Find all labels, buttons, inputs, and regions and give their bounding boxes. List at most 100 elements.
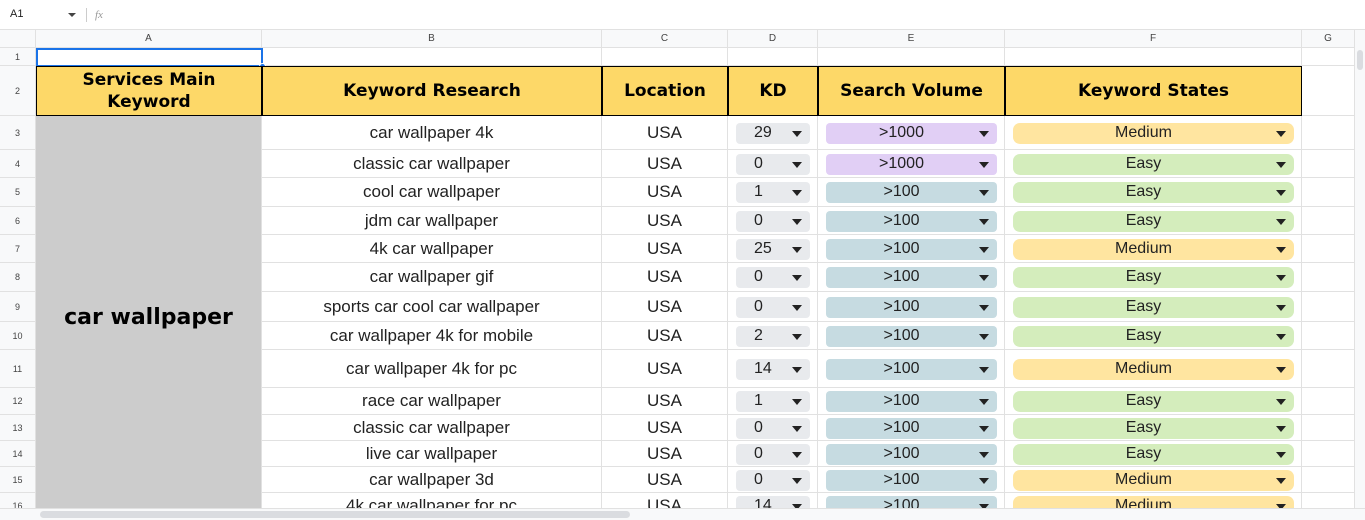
column-header[interactable]: F	[1005, 30, 1302, 48]
location-cell[interactable]: USA	[602, 350, 728, 388]
state-chip[interactable]: Easy	[1013, 443, 1294, 465]
row-header[interactable]: 13	[0, 415, 36, 441]
volume-chip[interactable]: >100	[826, 469, 997, 491]
cell[interactable]	[1302, 292, 1355, 322]
dropdown-arrow[interactable]	[979, 161, 989, 168]
row-header[interactable]: 4	[0, 150, 36, 178]
volume-chip[interactable]: >100	[826, 443, 997, 465]
volume-chip[interactable]: >100	[826, 182, 997, 203]
keyword-cell[interactable]: 4k car wallpaper for pc	[262, 493, 602, 508]
volume-chip[interactable]: >100	[826, 496, 997, 508]
row-header[interactable]: 6	[0, 207, 36, 235]
cell[interactable]	[728, 292, 818, 322]
kd-chip[interactable]: 1	[736, 182, 810, 203]
state-chip[interactable]: Easy	[1013, 296, 1294, 318]
cell[interactable]	[728, 493, 818, 508]
kd-chip[interactable]: 0	[736, 296, 810, 318]
dropdown-arrow[interactable]	[792, 246, 802, 253]
kd-chip[interactable]: 0	[736, 210, 810, 232]
cell[interactable]	[728, 48, 818, 66]
column-header[interactable]: D	[728, 30, 818, 48]
location-cell[interactable]: USA	[602, 493, 728, 508]
state-chip[interactable]: Medium	[1013, 238, 1294, 260]
volume-chip[interactable]: >100	[826, 210, 997, 232]
location-cell[interactable]: USA	[602, 388, 728, 415]
keyword-cell[interactable]: sports car cool car wallpaper	[262, 292, 602, 322]
dropdown-arrow[interactable]	[792, 366, 802, 373]
dropdown-arrow[interactable]	[1276, 246, 1286, 253]
cell[interactable]	[1302, 116, 1355, 150]
cell[interactable]	[818, 322, 1005, 350]
cell[interactable]	[818, 235, 1005, 263]
keyword-cell[interactable]: car wallpaper 4k for mobile	[262, 322, 602, 350]
dropdown-arrow[interactable]	[979, 304, 989, 311]
column-header[interactable]: G	[1302, 30, 1355, 48]
location-cell[interactable]: USA	[602, 116, 728, 150]
cell[interactable]	[818, 150, 1005, 178]
dropdown-arrow[interactable]	[792, 477, 802, 484]
keyword-cell[interactable]: car wallpaper 3d	[262, 467, 602, 493]
cell[interactable]	[818, 292, 1005, 322]
dropdown-arrow[interactable]	[792, 399, 802, 405]
cell[interactable]	[818, 178, 1005, 207]
state-chip[interactable]: Easy	[1013, 182, 1294, 203]
state-chip[interactable]: Easy	[1013, 153, 1294, 175]
kd-chip[interactable]: 2	[736, 325, 810, 347]
state-chip[interactable]: Easy	[1013, 325, 1294, 347]
state-chip[interactable]: Easy	[1013, 391, 1294, 412]
cell[interactable]	[818, 493, 1005, 508]
dropdown-arrow[interactable]	[979, 366, 989, 373]
dropdown-arrow[interactable]	[979, 504, 989, 508]
cell[interactable]	[1005, 235, 1302, 263]
location-cell[interactable]: USA	[602, 415, 728, 441]
header-cell[interactable]: Keyword Research	[262, 66, 602, 116]
name-box-arrow[interactable]	[68, 13, 76, 17]
dropdown-arrow[interactable]	[1276, 161, 1286, 168]
volume-chip[interactable]: >100	[826, 238, 997, 260]
dropdown-arrow[interactable]	[979, 451, 989, 458]
cell[interactable]	[728, 415, 818, 441]
location-cell[interactable]: USA	[602, 467, 728, 493]
dropdown-arrow[interactable]	[979, 333, 989, 340]
cell[interactable]	[818, 48, 1005, 66]
cell[interactable]	[728, 388, 818, 415]
row-header[interactable]: 11	[0, 350, 36, 388]
row-header[interactable]: 2	[0, 66, 36, 116]
h-scrollbar[interactable]	[0, 508, 1365, 520]
dropdown-arrow[interactable]	[1276, 275, 1286, 281]
dropdown-arrow[interactable]	[1276, 190, 1286, 196]
header-cell[interactable]: Location	[602, 66, 728, 116]
v-scrollbar[interactable]	[1355, 30, 1365, 508]
volume-chip[interactable]: >100	[826, 358, 997, 380]
cell[interactable]	[728, 350, 818, 388]
dropdown-arrow[interactable]	[979, 399, 989, 405]
cell[interactable]	[1005, 441, 1302, 467]
state-chip[interactable]: Medium	[1013, 358, 1294, 380]
kd-chip[interactable]: 1	[736, 391, 810, 412]
cell[interactable]	[1302, 350, 1355, 388]
cell[interactable]	[1302, 263, 1355, 292]
cell[interactable]	[262, 48, 602, 66]
row-header[interactable]: 9	[0, 292, 36, 322]
cell[interactable]	[1302, 66, 1355, 116]
keyword-cell[interactable]: jdm car wallpaper	[262, 207, 602, 235]
location-cell[interactable]: USA	[602, 235, 728, 263]
header-cell[interactable]: KD	[728, 66, 818, 116]
dropdown-arrow[interactable]	[792, 425, 802, 432]
row-header[interactable]: 5	[0, 178, 36, 207]
location-cell[interactable]: USA	[602, 207, 728, 235]
cell[interactable]	[728, 235, 818, 263]
header-cell[interactable]: Keyword States	[1005, 66, 1302, 116]
cell[interactable]	[1302, 388, 1355, 415]
column-header[interactable]: C	[602, 30, 728, 48]
dropdown-arrow[interactable]	[1276, 425, 1286, 432]
state-chip[interactable]: Easy	[1013, 210, 1294, 232]
dropdown-arrow[interactable]	[979, 477, 989, 484]
header-cell[interactable]: Services Main Keyword	[36, 66, 262, 116]
kd-chip[interactable]: 0	[736, 267, 810, 288]
keyword-cell[interactable]: car wallpaper gif	[262, 263, 602, 292]
cell[interactable]	[728, 263, 818, 292]
cell[interactable]	[1302, 178, 1355, 207]
row-header[interactable]: 10	[0, 322, 36, 350]
dropdown-arrow[interactable]	[979, 275, 989, 281]
